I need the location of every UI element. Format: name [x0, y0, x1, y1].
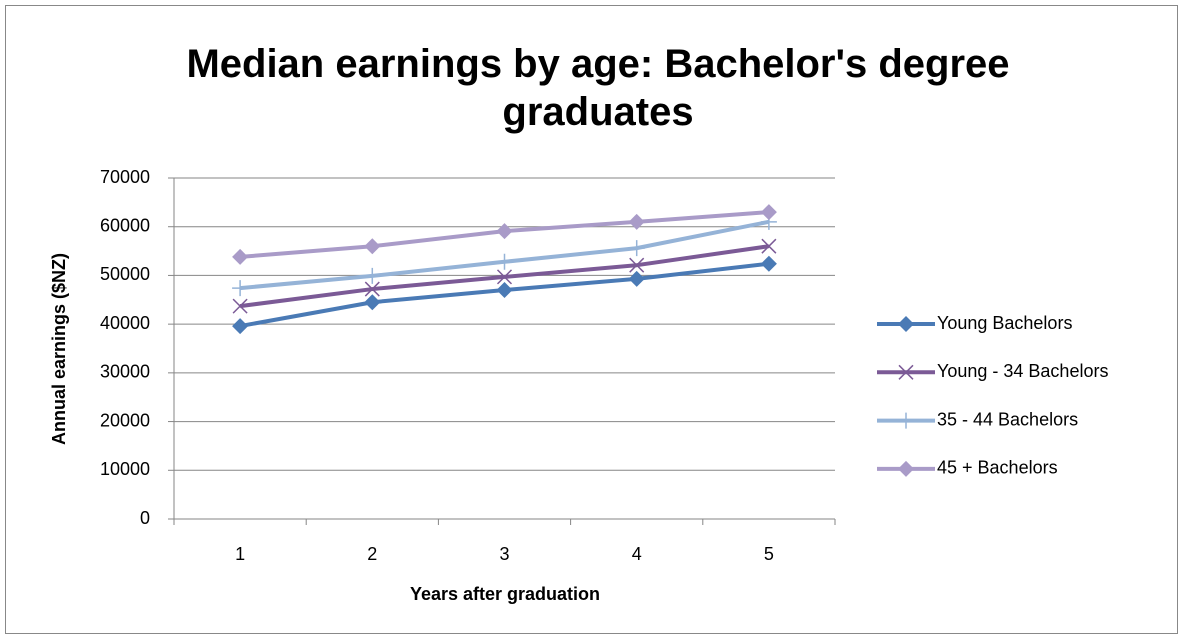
legend-marker — [898, 412, 914, 429]
marker — [364, 281, 380, 297]
y-tick-label: 60000 — [100, 215, 150, 235]
y-tick-label: 30000 — [100, 362, 150, 382]
marker — [496, 223, 513, 240]
marker — [364, 294, 381, 311]
legend-label: Young Bachelors — [937, 313, 1072, 333]
marker — [628, 270, 645, 287]
marker — [628, 240, 645, 257]
x-axis-label: Years after graduation — [410, 584, 600, 604]
marker — [496, 253, 513, 270]
marker — [628, 213, 645, 230]
legend-label: 45 + Bachelors — [937, 458, 1058, 478]
marker — [629, 257, 645, 273]
y-tick-label: 40000 — [100, 313, 150, 333]
marker — [761, 238, 777, 254]
marker — [496, 269, 513, 285]
x-tick-label: 4 — [632, 544, 642, 564]
y-axis-label: Annual earnings ($NZ) — [49, 253, 69, 445]
marker — [232, 280, 249, 297]
marker — [760, 204, 777, 221]
x-tick-label: 1 — [235, 544, 245, 564]
legend-marker — [898, 460, 914, 477]
x-tick-label: 5 — [764, 544, 774, 564]
y-tick-label: 20000 — [100, 410, 150, 430]
marker — [496, 282, 513, 299]
marker — [232, 318, 249, 335]
legend-label: Young - 34 Bachelors — [937, 361, 1108, 381]
legend-marker — [898, 316, 914, 332]
chart-title: Median earnings by age: Bachelor's degre… — [186, 42, 1010, 134]
y-tick-label: 50000 — [100, 264, 150, 284]
marker — [760, 255, 777, 272]
marker — [364, 238, 381, 255]
chart-border — [5, 5, 1178, 634]
marker — [232, 298, 248, 314]
x-tick-label: 3 — [499, 544, 509, 564]
y-tick-label: 70000 — [100, 167, 150, 187]
y-tick-label: 10000 — [100, 459, 150, 479]
x-tick-label: 2 — [367, 544, 377, 564]
y-tick-label: 0 — [140, 508, 150, 528]
legend-label: 35 - 44 Bachelors — [937, 409, 1078, 429]
legend-marker — [898, 364, 914, 380]
marker — [232, 248, 249, 265]
marker — [364, 267, 381, 284]
